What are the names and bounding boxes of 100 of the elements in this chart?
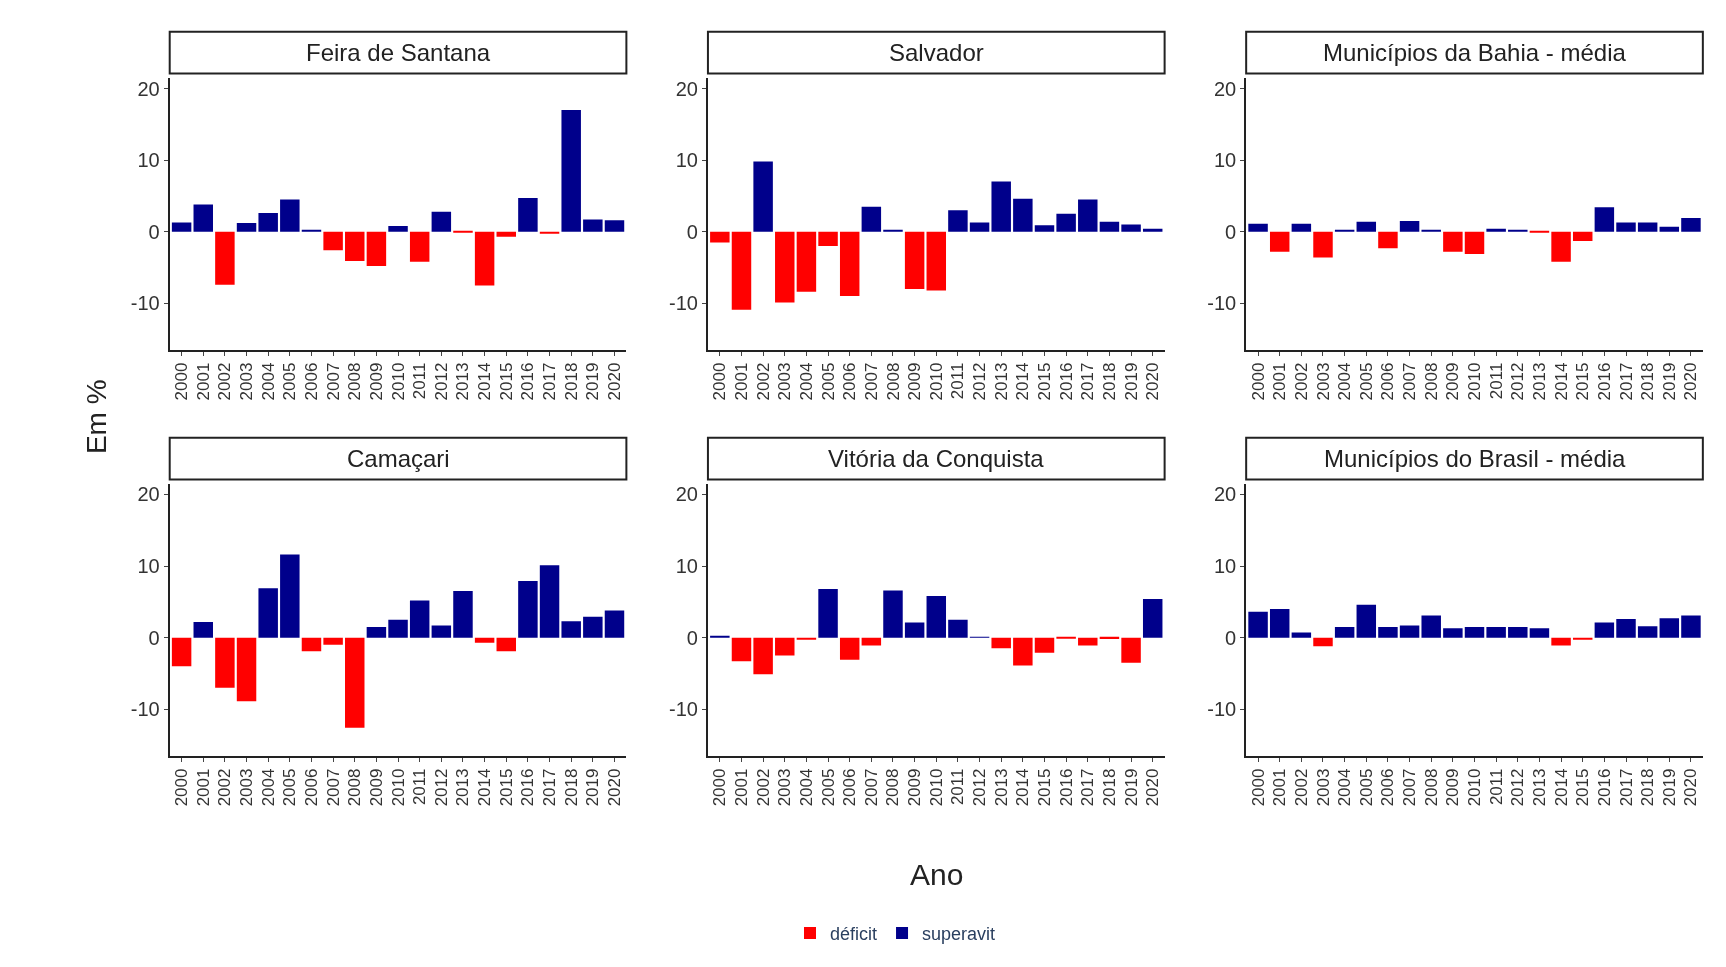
- bar: [1508, 229, 1528, 232]
- bar: [496, 231, 517, 237]
- chart-title: Camaçari: [347, 445, 450, 472]
- x-tick-label: 2012: [1508, 362, 1528, 401]
- x-tick-label: 2007: [1400, 362, 1420, 401]
- x-tick-label: 2012: [431, 362, 451, 401]
- bar: [1464, 626, 1485, 638]
- bar: [1616, 619, 1636, 638]
- x-tick-label: 2003: [775, 362, 795, 401]
- x-tick-label: 2001: [732, 362, 752, 401]
- x-tick-label: 2005: [818, 768, 838, 807]
- x-tick-label: 2011: [948, 362, 968, 400]
- bar: [731, 637, 752, 662]
- y-tick-label: 20: [137, 77, 160, 100]
- x-tick-label: 2011: [1486, 768, 1506, 806]
- bar: [1034, 637, 1055, 653]
- y-tick-label: 0: [148, 626, 160, 649]
- bar: [171, 637, 192, 667]
- x-tick-label: 2007: [1400, 768, 1420, 807]
- x-tick-label: 2012: [431, 768, 451, 807]
- x-tick-label: 2018: [1638, 362, 1658, 401]
- bar: [301, 229, 322, 232]
- x-tick-label: 2000: [1248, 362, 1268, 401]
- x-tick-label: 2003: [775, 768, 795, 807]
- x-tick-label: 2018: [561, 768, 581, 807]
- x-tick-label: 2017: [1078, 362, 1098, 401]
- bar: [1551, 637, 1571, 646]
- bar: [453, 230, 473, 233]
- bar: [1464, 231, 1485, 254]
- bar: [280, 554, 300, 638]
- bar: [1142, 228, 1163, 232]
- x-tick-label: 2009: [905, 362, 925, 401]
- bar: [583, 616, 603, 638]
- x-tick-label: 2008: [883, 768, 903, 807]
- bar: [1269, 231, 1290, 252]
- bar: [561, 109, 581, 232]
- x-tick-label: 2019: [1659, 362, 1679, 401]
- bar: [861, 206, 882, 232]
- x-tick-label: 2007: [861, 362, 881, 401]
- x-tick-label: 2017: [1616, 362, 1636, 401]
- bar: [604, 610, 625, 638]
- x-tick-label: 2015: [1035, 362, 1055, 401]
- bar: [1056, 213, 1076, 232]
- bar: [1013, 198, 1033, 232]
- chart-title: Feira de Santana: [306, 39, 491, 66]
- x-tick-label: 2008: [883, 362, 903, 401]
- x-tick-label: 2017: [1078, 768, 1098, 807]
- x-tick-label: 2010: [388, 362, 408, 401]
- x-tick-label: 2007: [861, 768, 881, 807]
- x-tick-label: 2012: [970, 768, 990, 807]
- bar: [796, 637, 817, 640]
- bar: [496, 637, 517, 652]
- bar: [1659, 226, 1680, 232]
- x-tick-label: 2000: [172, 362, 192, 401]
- x-tick-label: 2009: [366, 768, 386, 807]
- x-tick-label: 2005: [1356, 768, 1376, 807]
- bar: [1551, 231, 1571, 262]
- x-tick-label: 2009: [366, 362, 386, 401]
- x-tick-label: 2006: [1378, 768, 1398, 807]
- y-tick-label: 0: [1225, 220, 1237, 243]
- bar: [1334, 229, 1355, 232]
- bar: [215, 231, 235, 285]
- bar: [1313, 637, 1333, 647]
- x-tick-label: 2005: [280, 362, 300, 401]
- x-tick-label: 2018: [1099, 362, 1119, 401]
- chart-title: Municípios da Bahia - média: [1323, 39, 1627, 66]
- y-tick-label: 10: [137, 149, 160, 172]
- bar: [1399, 625, 1420, 638]
- x-tick-label: 2020: [605, 362, 625, 401]
- x-tick-label: 2000: [710, 362, 730, 401]
- bar: [1572, 637, 1593, 640]
- bar: [1681, 218, 1701, 232]
- bar: [1378, 231, 1398, 249]
- bar: [1616, 222, 1636, 232]
- x-tick-label: 2009: [1443, 362, 1463, 401]
- x-tick-label: 2007: [323, 362, 343, 401]
- legend-label: superavit: [922, 923, 996, 944]
- bar: [1443, 628, 1463, 638]
- bar: [345, 231, 365, 262]
- x-tick-label: 2006: [302, 768, 321, 807]
- bar: [1572, 231, 1593, 241]
- bar: [1637, 626, 1658, 638]
- x-tick-label: 2020: [1681, 362, 1701, 401]
- y-tick-label: 20: [1213, 77, 1237, 100]
- x-tick-label: 2000: [172, 768, 192, 807]
- bar: [753, 637, 773, 675]
- x-tick-label: 2008: [345, 768, 365, 807]
- bar: [818, 231, 838, 247]
- x-tick-label: 2015: [496, 768, 516, 807]
- x-tick-label: 2016: [518, 768, 538, 807]
- bar: [518, 581, 538, 638]
- bar: [926, 231, 947, 291]
- x-tick-label: 2013: [453, 768, 473, 807]
- bar: [1034, 225, 1055, 232]
- bar: [409, 600, 430, 638]
- bar: [839, 637, 860, 660]
- y-tick-label: -10: [1207, 292, 1237, 315]
- y-tick-label: 0: [686, 626, 698, 649]
- bar: [883, 590, 903, 638]
- x-tick-label: 2016: [518, 362, 538, 401]
